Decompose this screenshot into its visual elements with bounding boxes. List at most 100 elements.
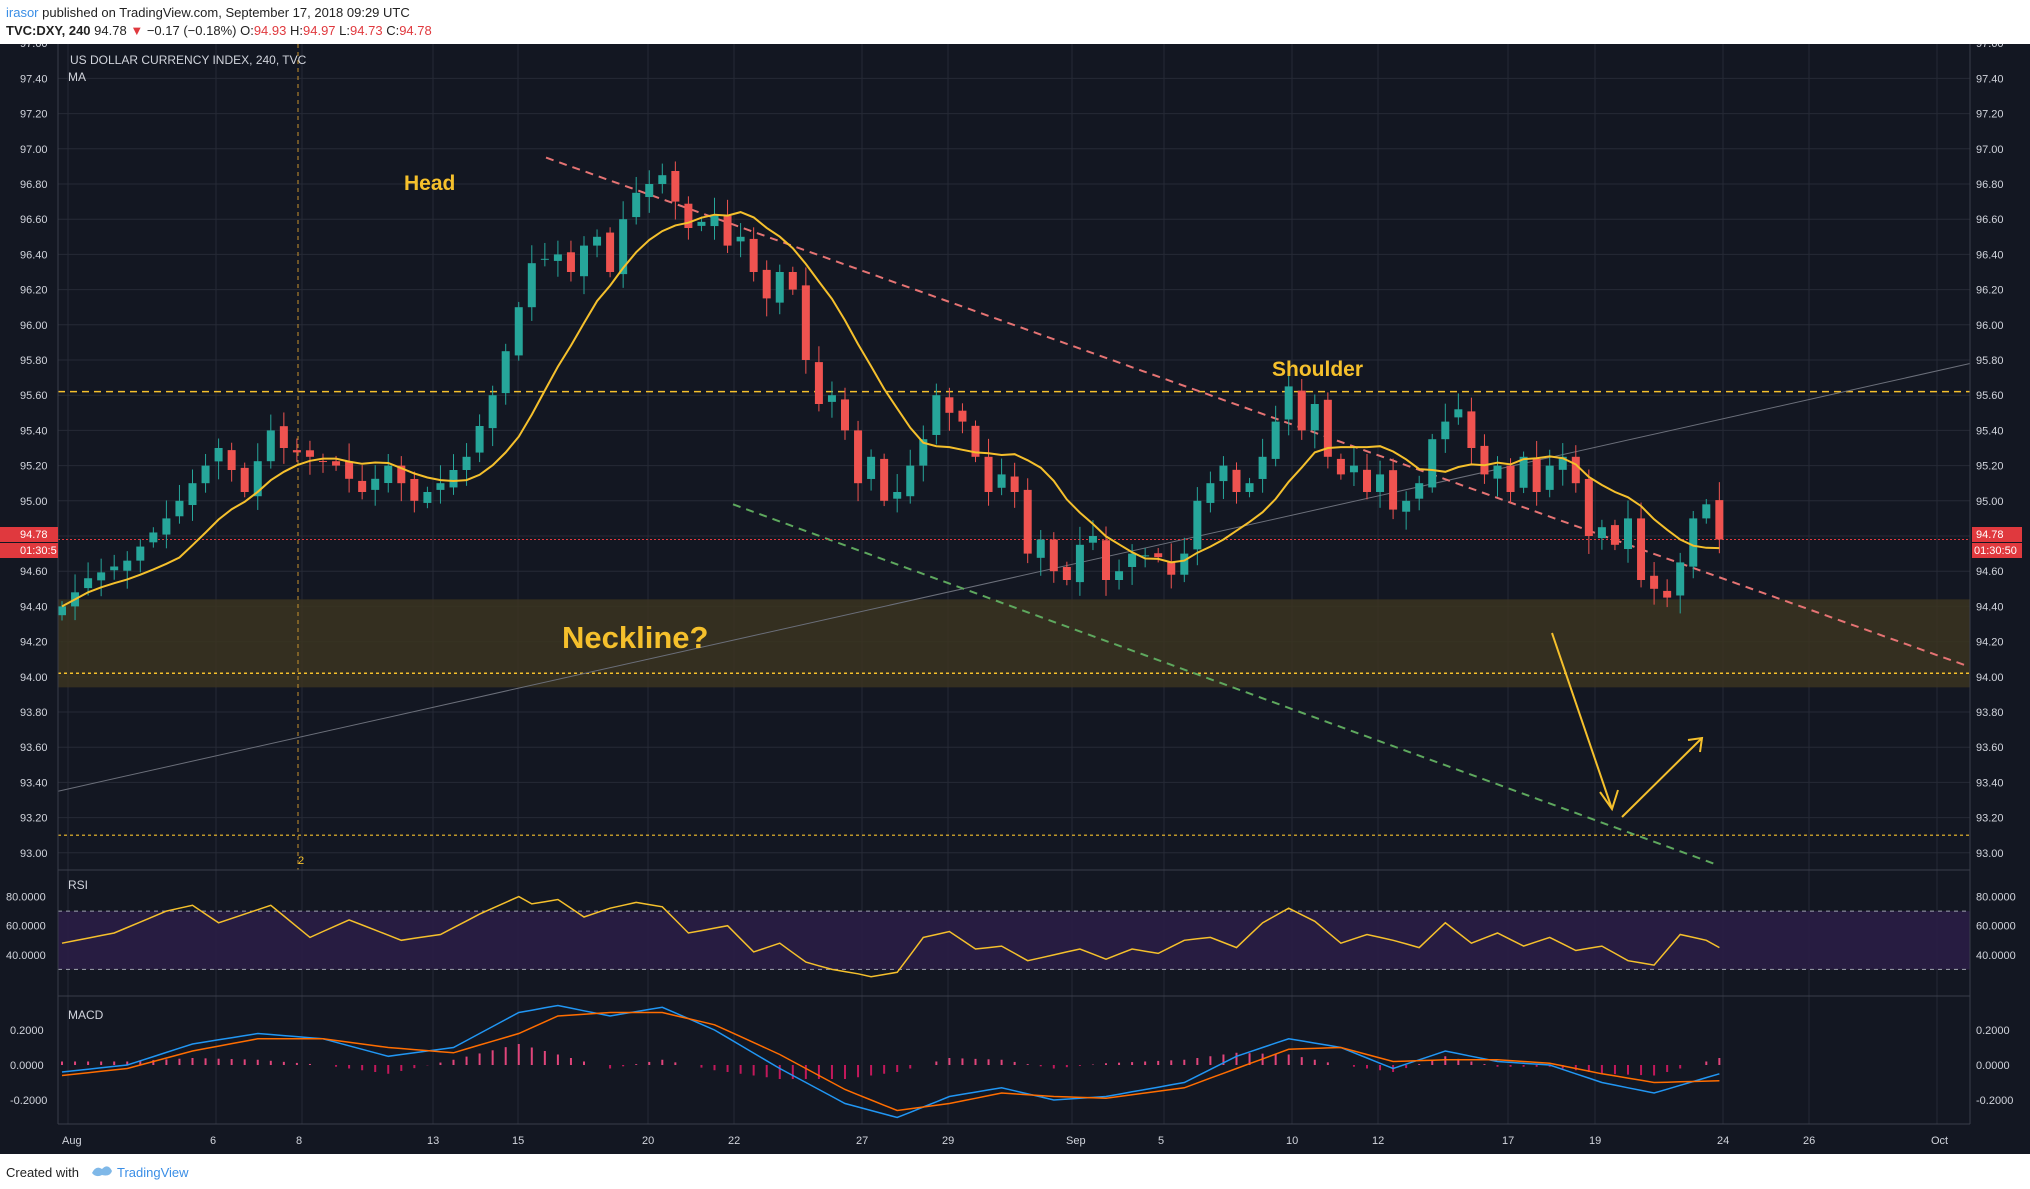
candle-body (97, 572, 106, 581)
candle-body (566, 252, 575, 272)
candle-body (1349, 465, 1358, 473)
candle-body (1245, 483, 1254, 492)
chart-canvas[interactable]: 93.00 93.00 93.20 93.20 93.40 93.40 93.60 93.60… (0, 44, 2030, 1154)
candle-body (1323, 399, 1332, 457)
candle-body (906, 465, 915, 497)
candle-body (397, 465, 406, 484)
macd-label: MACD (68, 1008, 104, 1022)
candle-body (436, 483, 445, 490)
forecast-arrow-down (1551, 632, 1613, 810)
candle-body (1545, 465, 1554, 490)
neckline-zone (58, 599, 1970, 688)
rsi-tick-right: 40.0000 (1976, 950, 2016, 962)
candle-body (279, 426, 288, 448)
candle-body (1637, 518, 1646, 580)
candle-body (149, 532, 158, 543)
y-tick-left: 94.40 (20, 601, 48, 613)
macd-line (61, 1004, 1720, 1119)
forecast-arrowhead-up (1687, 736, 1704, 753)
y-tick-left: 93.60 (20, 742, 48, 754)
y-tick-right: 96.20 (1976, 285, 2004, 297)
y-tick-right: 97.20 (1976, 109, 2004, 121)
candle-body (1415, 483, 1424, 499)
candle-body (1663, 590, 1672, 598)
y-tick-right: 94.00 (1976, 672, 2004, 684)
y-tick-right: 93.00 (1976, 848, 2004, 860)
x-tick-label: 24 (1717, 1135, 1729, 1147)
countdown-tag-right (1972, 543, 2022, 558)
candle-body (580, 245, 588, 277)
macd-tick-right: 0.0000 (1976, 1060, 2010, 1072)
x-tick-label: 20 (642, 1135, 654, 1147)
candle-body (1167, 561, 1176, 575)
change-value: −0.17 (−0.18%) (146, 23, 237, 38)
rsi-band-fill (58, 911, 1970, 970)
candle-body (1689, 518, 1698, 567)
last-price-label-left: 94.78 (20, 529, 48, 541)
x-tick-label: 22 (728, 1135, 740, 1147)
candle-body (684, 203, 693, 228)
y-tick-left: 97.00 (20, 144, 48, 156)
candle-body (1428, 439, 1437, 488)
last-price-tag-left (0, 527, 58, 542)
y-tick-right: 96.60 (1976, 214, 2004, 226)
rsi-tick-left: 40.0000 (6, 950, 46, 962)
close-label: C: (386, 23, 400, 38)
macd-tick-left: 0.2000 (10, 1025, 44, 1037)
y-tick-left: 95.20 (20, 461, 48, 473)
candle-body (1715, 500, 1724, 540)
candle-body (1010, 476, 1019, 492)
chart-footer: Created with TradingView (0, 1154, 2030, 1189)
candle-body (841, 399, 849, 431)
candle-body (958, 410, 967, 422)
author-link[interactable]: irasor (6, 5, 39, 20)
candle-body (1610, 525, 1619, 545)
countdown-right: 01:30:50 (1974, 545, 2017, 557)
candle-body (319, 461, 327, 463)
close-value: 94.78 (399, 23, 432, 38)
candle-body (593, 236, 602, 246)
ma-indicator-label: MA (68, 70, 86, 84)
y-tick-left: 95.40 (20, 425, 48, 437)
candle-body (84, 578, 93, 589)
change-arrow-icon: ▼ (130, 23, 144, 38)
candle-body (1454, 409, 1463, 418)
candle-body (527, 263, 536, 308)
candle-body (1206, 483, 1215, 503)
shoulder-annotation: Shoulder (1272, 358, 1363, 381)
y-tick-left: 96.40 (20, 249, 48, 261)
candle-body (292, 450, 301, 453)
candle-body (723, 215, 732, 246)
candle-body (919, 439, 928, 466)
candle-body (553, 254, 562, 261)
y-tick-left: 94.20 (20, 637, 48, 649)
tradingview-link[interactable]: TradingView (117, 1165, 189, 1180)
rsi-tick-right: 60.0000 (1976, 921, 2016, 933)
candle-body (1258, 456, 1267, 479)
macd-pane (61, 1004, 1721, 1119)
x-tick-label: 6 (210, 1135, 216, 1147)
candle-body (1532, 458, 1541, 492)
candle-body (1336, 458, 1345, 475)
candle-body (1363, 469, 1371, 492)
candle-body (371, 478, 380, 490)
y-tick-right: 96.80 (1976, 179, 2004, 191)
macd-tick-right: 0.2000 (1976, 1025, 2010, 1037)
y-tick-left: 97.20 (20, 109, 48, 121)
candle-body (449, 470, 458, 488)
candle-body (658, 175, 667, 184)
y-tick-left: 96.60 (20, 214, 48, 226)
candle-body (1102, 540, 1110, 580)
candle-body (710, 215, 719, 227)
ma-series (61, 211, 1720, 608)
candle-body (997, 474, 1006, 488)
candle-body (188, 483, 197, 506)
chart-title: US DOLLAR CURRENCY INDEX, 240, TVC (70, 53, 307, 67)
candle-body (697, 221, 706, 226)
last-price: 94.78 (94, 23, 127, 38)
candle-body (123, 560, 132, 571)
candle-body (893, 492, 902, 499)
open-label: O: (240, 23, 254, 38)
x-tick-label: Oct (1931, 1135, 1948, 1147)
candle-body (762, 269, 771, 299)
